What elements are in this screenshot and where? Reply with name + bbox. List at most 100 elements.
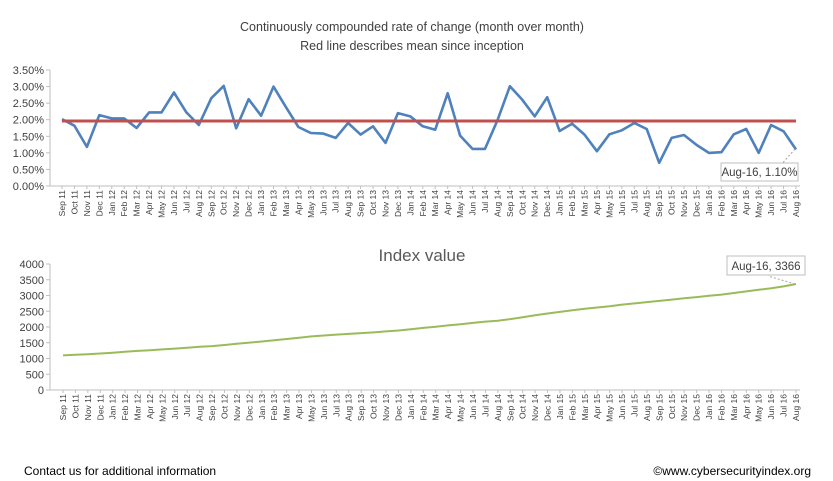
x-tick-label: Dec 11 [95, 394, 105, 421]
x-tick-label: Aug 12 [195, 394, 205, 421]
x-tick-label: Apr 15 [592, 394, 602, 419]
x-tick-label: Jun 12 [170, 394, 180, 420]
x-tick-label: Aug 15 [642, 394, 652, 421]
callout-leader [767, 275, 796, 285]
x-tick-label: Jul 15 [629, 394, 639, 417]
x-tick-label: Jun 12 [169, 190, 179, 216]
x-tick-label: Mar 16 [729, 394, 739, 421]
x-tick-label: Feb 16 [716, 394, 726, 421]
y-tick-label: 2.50% [13, 98, 44, 110]
x-tick-label: Jan 13 [257, 394, 267, 420]
x-tick-label: Apr 16 [741, 394, 751, 419]
x-tick-label: Jul 13 [331, 394, 341, 417]
x-tick-label: Jun 15 [617, 190, 627, 216]
x-tick-label: Mar 16 [729, 190, 739, 217]
x-tick-label: Dec 13 [393, 394, 403, 421]
callout-label: Aug-16, 1.10% [721, 167, 797, 179]
x-tick-label: Sep 14 [505, 394, 515, 421]
callout-box [726, 255, 806, 276]
x-tick-label: Jun 15 [617, 394, 627, 420]
x-tick-label: Oct 14 [517, 190, 527, 215]
x-tick-label: Jul 12 [182, 394, 192, 417]
x-tick-label: Apr 12 [144, 190, 154, 215]
x-tick-label: Nov 11 [83, 394, 93, 421]
y-tick-label: 2.00% [13, 115, 44, 127]
y-tick-label: 2500 [20, 306, 44, 318]
callout: Aug-16, 3366 [726, 255, 806, 285]
y-tick-label: 1.00% [13, 148, 44, 160]
x-tick-label: Feb 16 [716, 190, 726, 217]
x-tick-label: May 14 [455, 190, 465, 218]
x-tick-label: Jan 12 [108, 394, 118, 420]
x-tick-label: Apr 13 [294, 394, 304, 419]
x-tick-label: Oct 15 [667, 190, 677, 215]
x-tick-label: May 13 [306, 190, 316, 218]
x-tick-label: Oct 14 [518, 394, 528, 419]
x-tick-label: May 13 [306, 394, 316, 422]
x-tick-label: Sep 13 [356, 394, 366, 421]
x-tick-label: Jul 13 [331, 190, 341, 213]
y-axis: 0 500 1000 1500 2000 2500 3000 3500 4000 [20, 259, 51, 397]
x-tick-label: Sep 13 [356, 190, 366, 217]
callout-box [720, 162, 799, 182]
x-tick-label: Dec 12 [244, 394, 254, 421]
y-tick-label: 4000 [20, 259, 44, 271]
x-tick-label: May 14 [456, 394, 466, 422]
x-tick-label: Apr 15 [592, 190, 602, 215]
x-tick-label: Mar 12 [132, 190, 142, 217]
x-tick-label: Jun 16 [766, 190, 776, 216]
x-tick-label: Nov 14 [530, 190, 540, 217]
x-tick-label: Oct 15 [667, 394, 677, 419]
x-tick-label: Jul 15 [629, 190, 639, 213]
callout: Aug-16, 1.10% [720, 148, 799, 182]
x-tick-label: Feb 14 [418, 394, 428, 421]
x-tick-label: Aug 14 [493, 394, 503, 421]
x-tick-label: Apr 14 [443, 394, 453, 419]
x-tick-label: Jul 16 [779, 394, 789, 417]
y-tick-label: 3.50% [13, 65, 44, 77]
x-tick-label: Sep 12 [206, 190, 216, 217]
x-tick-label: Jan 16 [704, 394, 714, 420]
x-tick-label: Nov 12 [232, 394, 242, 421]
y-tick-label: 500 [26, 369, 44, 381]
x-tick-label: Feb 13 [269, 394, 279, 421]
x-tick-label: Dec 11 [94, 190, 104, 217]
x-tick-label: Nov 11 [82, 190, 92, 217]
contact-text: Contact us for additional information [24, 464, 217, 478]
series-layer [62, 283, 797, 357]
y-tick-label: 1000 [20, 354, 44, 366]
x-tick-label: Mar 12 [133, 394, 143, 421]
x-tick-label: Nov 14 [530, 394, 540, 421]
x-tick-label: Jun 14 [468, 394, 478, 420]
x-tick-label: Oct 13 [369, 394, 379, 419]
x-tick-label: Apr 16 [741, 190, 751, 215]
x-tick-label: Nov 15 [679, 190, 689, 217]
x-tick-label: Feb 12 [119, 190, 129, 217]
x-tick-label: Sep 14 [505, 190, 515, 217]
x-tick-label: Jan 14 [406, 394, 416, 420]
y-tick-label: 0.00% [13, 181, 44, 193]
x-tick-label: May 16 [754, 394, 764, 422]
y-tick-label: 0 [38, 385, 44, 397]
chart-title: Index value [379, 246, 466, 265]
x-tick-label: Mar 15 [580, 190, 590, 217]
x-tick-label: May 15 [604, 190, 614, 218]
x-tick-label: Oct 11 [69, 190, 79, 215]
y-tick-label: 3000 [20, 291, 44, 303]
x-tick-label: Nov 12 [231, 190, 241, 217]
x-tick-label: Jun 13 [318, 190, 328, 216]
index-line [62, 283, 797, 357]
x-tick-label: Jan 15 [555, 190, 565, 216]
x-tick-label: Mar 14 [431, 394, 441, 421]
x-tick-label: Dec 14 [542, 190, 552, 217]
chart-subtitle: Red line describes mean since inception [300, 39, 524, 53]
rate-line [61, 84, 798, 165]
x-tick-label: Jan 12 [107, 190, 117, 216]
x-tick-label: Sep 11 [57, 190, 67, 217]
y-tick-label: 3500 [20, 275, 44, 287]
x-tick-label: Oct 12 [219, 190, 229, 215]
x-tick-label: Nov 13 [380, 190, 390, 217]
x-tick-label: Aug 16 [791, 190, 801, 217]
x-tick-label: Nov 13 [381, 394, 391, 421]
